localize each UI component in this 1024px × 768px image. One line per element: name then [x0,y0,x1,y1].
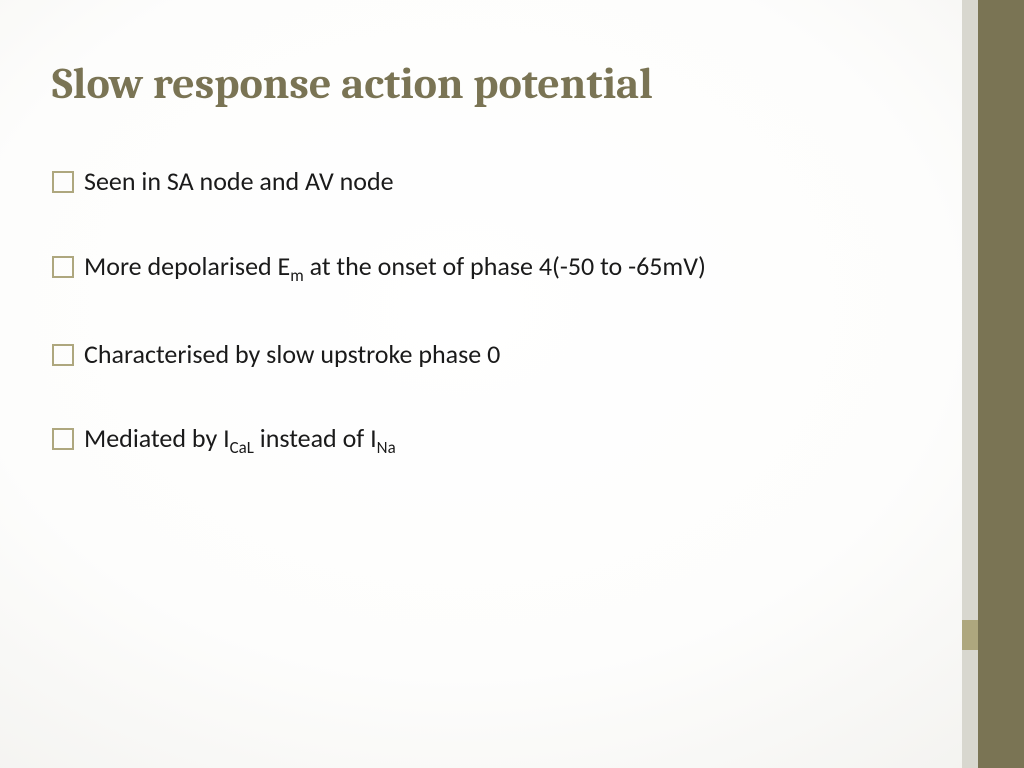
side-bar-inner [962,0,978,768]
side-bar-outer [978,0,1024,768]
bullet-item: Characterised by slow upstroke phase 0 [52,338,912,371]
bullet-list: Seen in SA node and AV node More depolar… [52,165,912,459]
bullet-item: Mediated by ICaL instead of INa [52,422,912,458]
side-bar-accent [962,620,978,650]
bullet-item: Seen in SA node and AV node [52,165,912,198]
slide-title: Slow response action potential [52,58,912,109]
bullet-item: More depolarised Em at the onset of phas… [52,250,912,286]
slide-content: Slow response action potential Seen in S… [52,58,912,511]
